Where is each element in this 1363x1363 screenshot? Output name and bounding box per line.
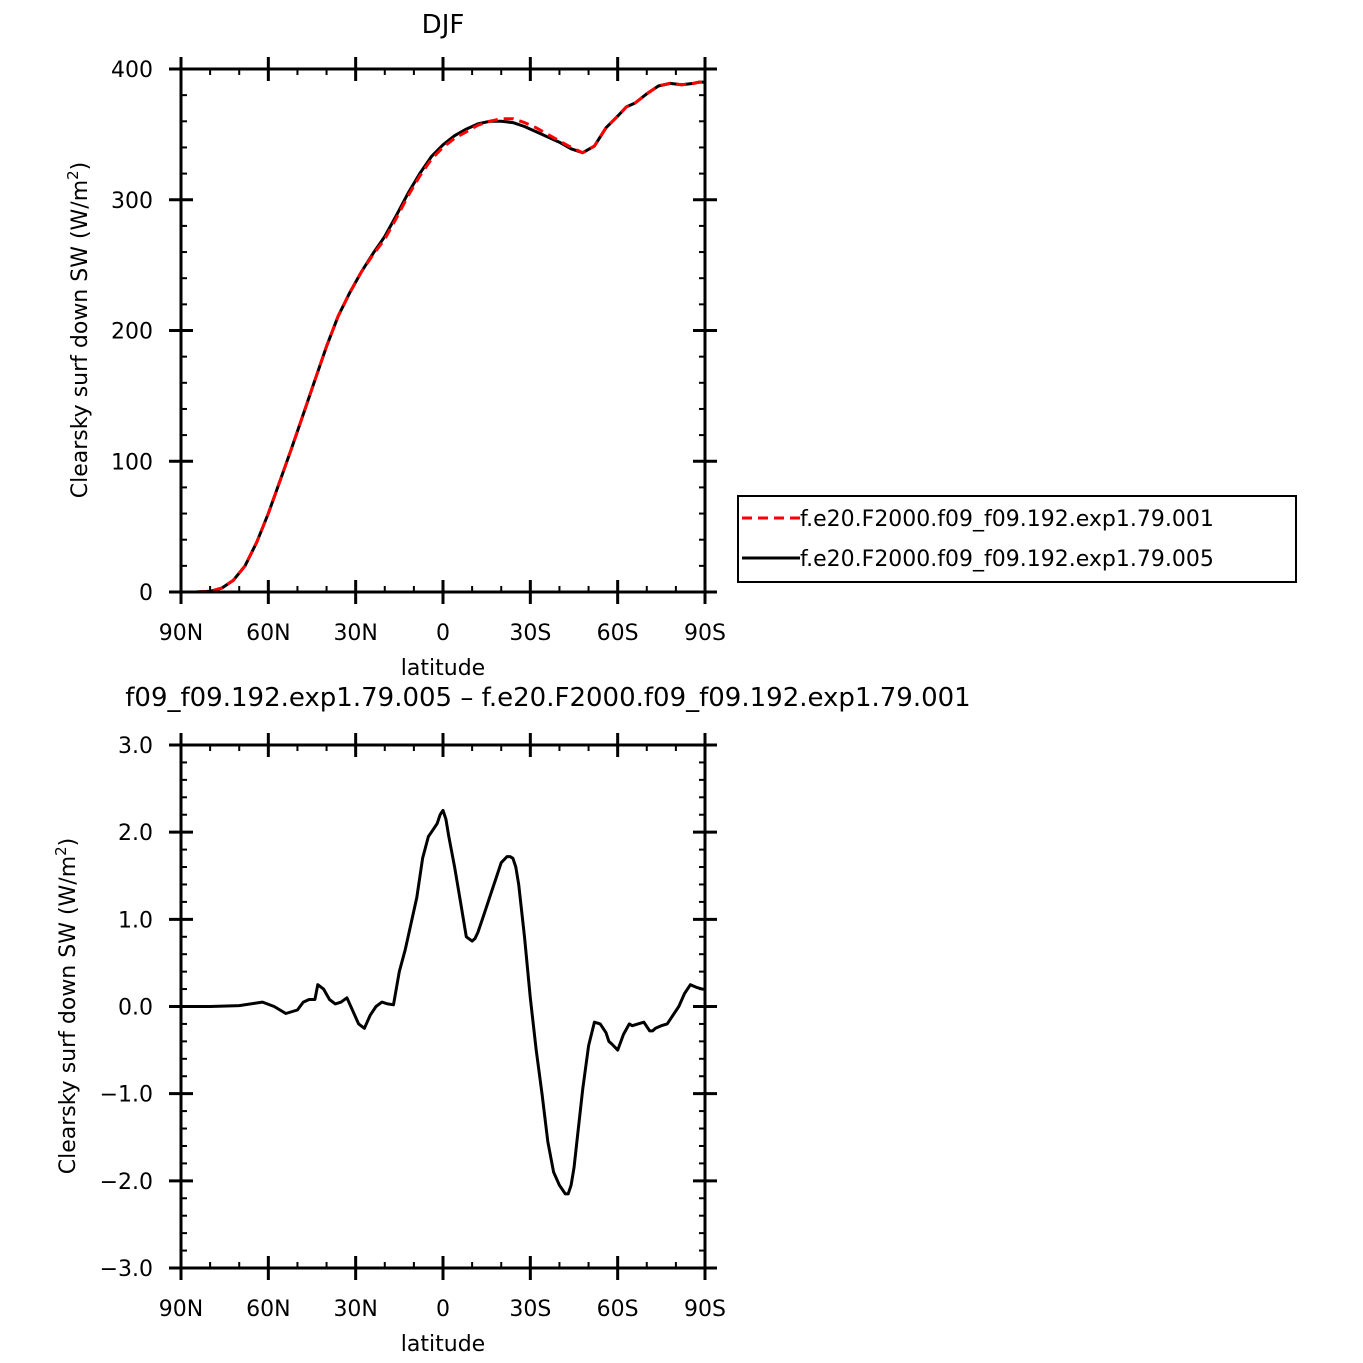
top-y-tick-label: 300	[111, 189, 153, 214]
top-y-tick-label: 0	[139, 581, 153, 606]
top-y-axis-label: Clearsky surf down SW (W/m2)	[64, 162, 93, 499]
top-x-tick-label: 30S	[509, 621, 551, 646]
top-series-line-0	[181, 80, 705, 594]
top-x-tick-label: 30N	[333, 621, 377, 646]
top-plot-frame	[179, 67, 707, 594]
bottom-y-tick-label: −1.0	[100, 1083, 153, 1108]
bottom-y-tick-label: 0.0	[118, 996, 153, 1021]
bottom-x-tick-label: 0	[436, 1297, 450, 1322]
bottom-y-tick-label: 1.0	[118, 908, 153, 933]
bottom-y-tick-label: −3.0	[100, 1257, 153, 1282]
top-y-tick-label: 100	[111, 450, 153, 475]
bottom-x-tick-label: 30S	[509, 1297, 551, 1322]
bottom-y-tick-label: −2.0	[100, 1170, 153, 1195]
bottom-x-tick-label: 60N	[246, 1297, 290, 1322]
bottom-panel: f09_f09.192.exp1.79.005 – f.e20.F2000.f0…	[52, 683, 971, 1357]
top-x-tick-label: 0	[436, 621, 450, 646]
top-ticks: 90N 60N 30N 0 30S 60S 90S 0 100 200 300 400	[111, 57, 726, 646]
bottom-y-tick-label: 3.0	[118, 734, 153, 759]
top-x-tick-label: 90S	[684, 621, 726, 646]
bottom-ticks: 90N 60N 30N 0 30S 60S 90S −3.0 −2.0 −1.0 0.0 1.0 2.0…	[100, 733, 726, 1322]
top-x-tick-label: 60N	[246, 621, 290, 646]
legend: f.e20.F2000.f09_f09.192.exp1.79.001 f.e2…	[737, 495, 1297, 583]
top-y-tick-label: 200	[111, 320, 153, 345]
bottom-series-group	[181, 808, 705, 1196]
legend-box	[737, 495, 1297, 583]
bottom-x-tick-label: 90S	[684, 1297, 726, 1322]
bottom-plot-frame	[179, 743, 707, 1270]
bottom-y-axis-label: Clearsky surf down SW (W/m2)	[52, 838, 81, 1175]
top-chart-title: DJF	[422, 10, 465, 40]
top-series-group	[181, 80, 705, 594]
top-x-axis-label: latitude	[401, 656, 485, 681]
legend-entry-001: f.e20.F2000.f09_f09.192.exp1.79.001	[800, 507, 1214, 532]
bottom-x-axis-label: latitude	[401, 1332, 485, 1357]
bottom-x-tick-label: 30N	[333, 1297, 377, 1322]
bottom-chart-title: f09_f09.192.exp1.79.005 – f.e20.F2000.f0…	[125, 683, 970, 713]
top-x-tick-label: 60S	[597, 621, 639, 646]
bottom-y-tick-label: 2.0	[118, 821, 153, 846]
bottom-x-tick-label: 90N	[159, 1297, 203, 1322]
top-y-tick-label: 400	[111, 58, 153, 83]
bottom-series-line-0	[181, 808, 705, 1196]
top-series-line-1	[181, 80, 705, 594]
legend-entry-005: f.e20.F2000.f09_f09.192.exp1.79.005	[800, 547, 1214, 572]
top-panel: DJF Clearsky surf down SW (W/m2) latitud…	[64, 10, 1297, 681]
bottom-x-tick-label: 60S	[597, 1297, 639, 1322]
top-x-tick-label: 90N	[159, 621, 203, 646]
